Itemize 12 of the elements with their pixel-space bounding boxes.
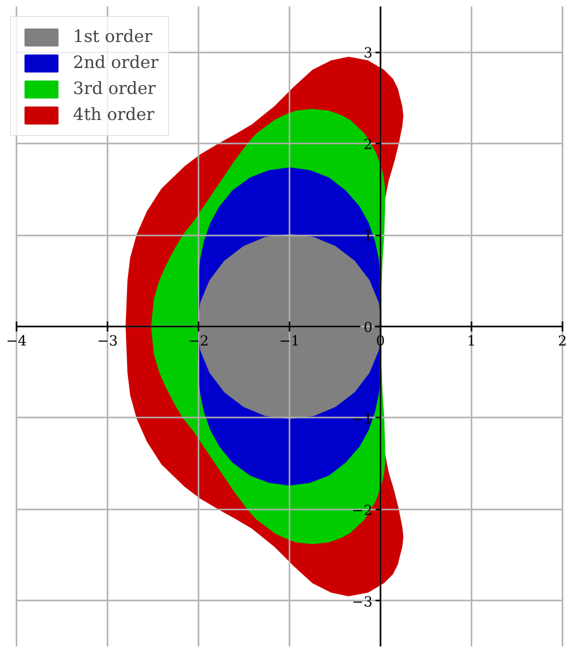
legend-label: 3rd order (73, 79, 156, 99)
y-tick-label: −3 (352, 594, 373, 610)
x-tick-label: −3 (97, 334, 118, 350)
x-tick-label: 2 (558, 334, 567, 350)
y-tick-label: 0 (364, 320, 373, 336)
x-tick-label: 1 (467, 334, 476, 350)
x-tick-label: −4 (6, 334, 27, 350)
legend-label: 4th order (73, 105, 154, 125)
x-tick-label: −1 (279, 334, 300, 350)
legend-label: 2nd order (73, 53, 158, 73)
y-tick-label: 3 (364, 46, 373, 62)
legend-label: 1st order (73, 27, 152, 47)
